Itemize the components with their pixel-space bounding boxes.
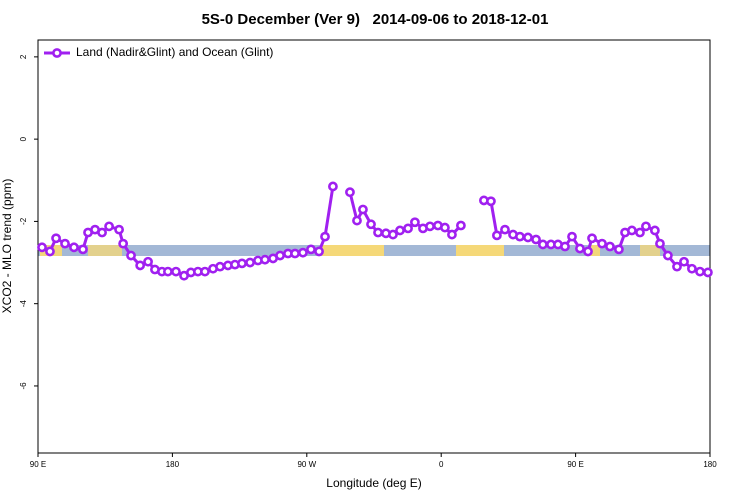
x-tick-label: 0 (439, 460, 444, 469)
data-point (328, 181, 338, 192)
data-point (171, 266, 181, 277)
data-point (655, 238, 665, 249)
data-point (514, 231, 525, 242)
x-axis-label: Longitude (deg E) (326, 476, 421, 490)
data-point (60, 238, 70, 249)
data-point (687, 263, 697, 274)
land-patch (88, 245, 122, 256)
y-tick-label: -4 (19, 300, 28, 308)
data-point (320, 231, 330, 242)
data-point (662, 250, 673, 261)
data-point (135, 260, 146, 271)
data-point (118, 238, 129, 249)
data-point (567, 231, 577, 242)
data-point (587, 233, 597, 244)
data-point (641, 221, 651, 232)
data-point (649, 225, 660, 236)
data-point (523, 232, 533, 243)
data-point (306, 244, 316, 255)
data-point (583, 246, 593, 257)
data-point (575, 243, 585, 254)
data-point (114, 224, 124, 235)
data-point (626, 225, 637, 236)
y-tick-label: 0 (19, 136, 28, 141)
data-point (672, 261, 682, 272)
data-point (45, 246, 55, 257)
data-point (425, 221, 435, 232)
chart-title: 5S-0 December (Ver 9) 2014-09-06 to 2018… (202, 11, 549, 28)
data-point (237, 258, 247, 269)
data-point (352, 215, 362, 226)
data-point (126, 250, 136, 261)
data-point (69, 242, 79, 253)
data-point (275, 250, 285, 261)
x-tick-label: 90 E (567, 460, 583, 469)
x-tick-label: 90 W (297, 460, 316, 469)
data-point (37, 242, 47, 253)
data-point (486, 196, 496, 207)
legend-label: Land (Nadir&Glint) and Ocean (Glint) (76, 45, 273, 59)
data-point (605, 241, 615, 252)
data-point (314, 246, 324, 257)
data-point (537, 239, 548, 250)
data-point (143, 256, 153, 267)
x-tick-label: 90 E (30, 460, 46, 469)
y-tick-label: 2 (19, 54, 28, 59)
land-patch (322, 245, 384, 256)
data-point (403, 223, 413, 234)
data-point (51, 233, 61, 244)
x-tick-label: 180 (166, 460, 180, 469)
land-patch (640, 245, 660, 256)
data-point (358, 204, 368, 215)
data-point (260, 254, 270, 265)
data-point (492, 230, 502, 241)
x-tick-label: 180 (703, 460, 717, 469)
land-patch (456, 245, 504, 256)
data-point (560, 241, 570, 252)
data-point (695, 266, 705, 277)
data-point (410, 217, 420, 228)
data-point (456, 220, 466, 231)
legend-marker (52, 48, 62, 58)
data-point (200, 266, 210, 277)
data-point (500, 224, 510, 235)
data-point (531, 234, 541, 245)
y-tick-label: -2 (19, 217, 28, 225)
data-point (679, 256, 689, 267)
data-point (373, 227, 383, 238)
y-tick-label: -6 (19, 382, 28, 390)
y-axis-label: XCO2 - MLO trend (ppm) (0, 179, 14, 314)
data-point (245, 257, 255, 268)
data-point (290, 248, 300, 259)
data-point (163, 266, 173, 277)
data-point (366, 219, 376, 230)
data-point (298, 247, 308, 258)
data-point (597, 238, 607, 249)
data-point (703, 267, 713, 278)
data-point (614, 244, 624, 255)
data-point (78, 244, 88, 255)
data-point (635, 227, 645, 238)
data-point (447, 229, 457, 240)
data-point (104, 221, 114, 232)
data-point (388, 229, 398, 240)
data-point (215, 261, 225, 272)
data-point (440, 222, 450, 233)
data-point (345, 187, 355, 198)
data-point (395, 225, 405, 236)
land-patch (590, 245, 600, 256)
data-point (97, 227, 107, 238)
